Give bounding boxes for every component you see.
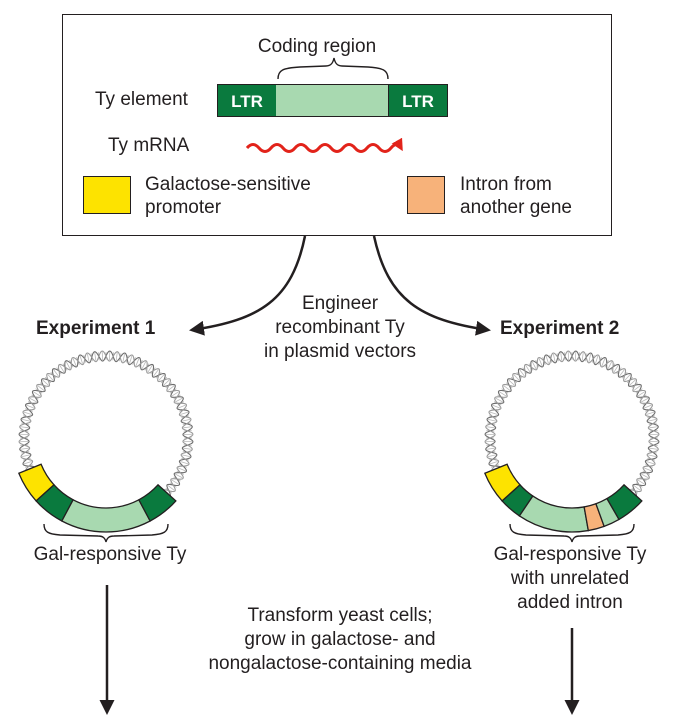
intron-swatch <box>407 176 445 214</box>
engineer-text-line3: in plasmid vectors <box>263 341 417 362</box>
plasmid-experiment1 <box>17 350 194 533</box>
experiment2-title: Experiment 2 <box>500 318 620 339</box>
plasmid2-ltr-right-segment <box>606 483 643 521</box>
arrow-to-experiment2 <box>372 235 491 336</box>
promoter-label-line2: promoter <box>145 197 222 218</box>
transform-text-line2: grow in galactose- and <box>244 629 436 650</box>
arrow-to-experiment1 <box>189 235 307 336</box>
plasmid1-coding-segment <box>60 498 152 533</box>
experiment2-construct-line2: with unrelated <box>510 568 630 589</box>
ty-element-label: Ty element <box>95 89 188 110</box>
experiment2-brace <box>509 523 635 543</box>
experiment2-construct-line1: Gal-responsive Ty <box>493 544 647 565</box>
engineer-text-line2: recombinant Ty <box>275 317 405 338</box>
coding-region-brace <box>277 57 389 80</box>
intron-label-line1: Intron from <box>460 174 552 195</box>
plasmid1-ltr-left-segment <box>35 483 75 522</box>
engineer-text-line1: Engineer <box>301 293 379 314</box>
plasmid1-ltr-right-segment <box>137 483 177 522</box>
plasmid2-intron-segment <box>583 502 605 532</box>
promoter-swatch <box>83 176 131 214</box>
plasmid2-coding-segment-a <box>518 495 590 533</box>
ty-mrna-wave <box>245 137 403 153</box>
experiment1-brace <box>43 523 169 543</box>
experiment1-construct-label: Gal-responsive Ty <box>33 544 187 565</box>
coding-region-label: Coding region <box>257 36 377 57</box>
plasmid2-coding-segment-b <box>595 497 620 528</box>
promoter-label-line1: Galactose-sensitive <box>145 174 311 195</box>
plasmid2-promoter-segment <box>483 463 521 502</box>
plasmid-experiment2 <box>483 350 660 533</box>
experiment1-title: Experiment 1 <box>36 318 156 339</box>
coding-region-bar <box>276 84 390 117</box>
experiment2-construct-line3: added intron <box>517 592 623 613</box>
transform-text-line1: Transform yeast cells; <box>247 605 433 626</box>
transform-text-line3: nongalactose-containing media <box>208 653 472 674</box>
plasmid2-ltr-left-segment <box>501 483 534 517</box>
ty-mrna-label: Ty mRNA <box>108 135 190 156</box>
ltr-right: LTR <box>388 84 448 117</box>
plasmid1-promoter-segment <box>17 463 55 502</box>
intron-label-line2: another gene <box>460 197 572 218</box>
legend-box <box>62 14 612 236</box>
